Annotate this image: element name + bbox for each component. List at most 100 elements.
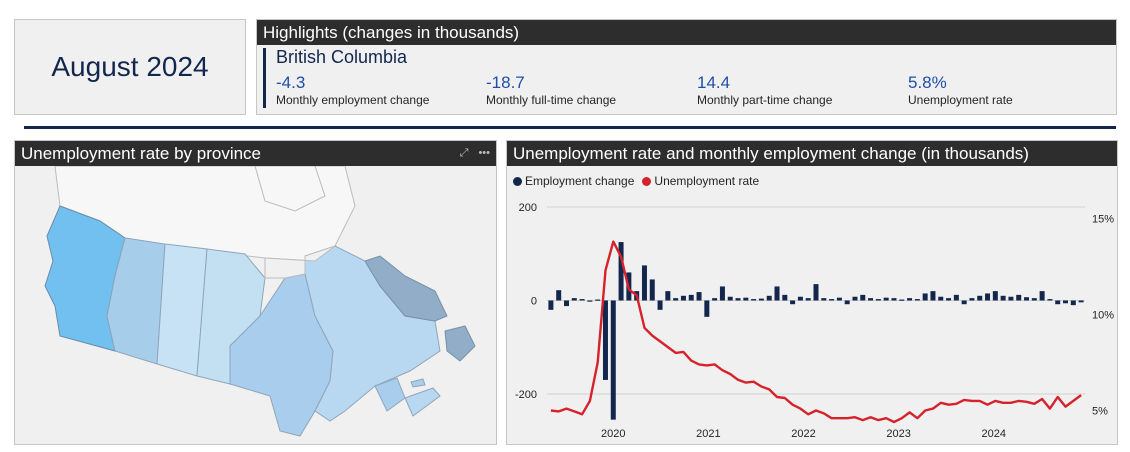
section-divider [24,126,1116,129]
x-tick-label: 2024 [982,428,1006,440]
metric-label: Monthly employment change [276,93,430,107]
focus-mode-icon[interactable]: ⤢ [459,147,469,159]
employment-bar [743,297,749,301]
map-province-nl[interactable] [364,255,448,322]
metric-value: 14.4 [697,73,731,92]
employment-bar [946,298,952,301]
employment-bar [875,299,881,301]
employment-bar [766,295,772,301]
legend-unemployment-rate[interactable]: Unemployment rate [642,174,759,188]
metric-value: 5.8% [908,73,947,92]
combo-chart[interactable]: 200 0 -200 15% 10% 5% 2020 2021 2022 2023 2024 [507,141,1118,445]
chart-axes: 200 0 -200 15% 10% 5% 2020 2021 2022 2023 2024 [515,202,1114,440]
date-card: August 2024 [14,19,246,115]
employment-bar [790,300,796,305]
metric-label: Unemployment rate [908,93,1013,107]
map-province-ns[interactable] [404,387,441,417]
employment-bar [595,299,601,301]
x-tick-label: 2021 [696,428,720,440]
legend-dot-icon [642,176,652,186]
employment-bar [852,296,858,301]
metric-full-time-change: -18.7 Monthly full-time change [486,73,617,108]
map-province-bc[interactable] [44,205,126,352]
employment-bar [844,300,850,305]
employment-bar [938,296,944,301]
employment-bar [899,299,905,301]
employment-bar [1047,299,1053,301]
employment-bar [961,300,967,305]
employment-bar [1000,295,1006,301]
employment-bar [891,298,897,301]
employment-bar [797,296,803,301]
employment-bar [1024,297,1030,301]
legend-employment-change[interactable]: Employment change [513,174,634,188]
x-tick-label: 2023 [886,428,910,440]
map-newfoundland-island[interactable] [444,325,476,362]
employment-bar [649,279,655,301]
province-map-panel: Unemployment rate by province ⤢ ••• [14,140,497,445]
canada-map[interactable] [15,165,497,445]
metric-unemployment-rate: 5.8% Unemployment rate [908,73,1013,108]
employment-bar [821,298,827,301]
employment-bar [813,284,819,301]
employment-bar [1039,291,1045,301]
metric-employment-change: -4.3 Monthly employment change [276,73,430,108]
unemployment-line [550,240,1082,424]
x-tick-label: 2022 [791,428,815,440]
more-options-icon[interactable]: ••• [478,147,490,159]
employment-bar [922,293,928,301]
employment-bar [883,297,889,301]
employment-bars [548,242,1084,420]
employment-bar [680,295,686,301]
employment-bar [704,300,710,317]
employment-bar [657,300,663,310]
metric-part-time-change: 14.4 Monthly part-time change [697,73,833,108]
employment-bar [751,299,757,301]
metric-value: -18.7 [486,73,525,92]
highlights-panel: Highlights (changes in thousands) Britis… [256,19,1117,115]
metric-value: -4.3 [276,73,306,92]
employment-bar [930,291,936,301]
map-title: Unemployment rate by province ⤢ ••• [15,141,496,166]
legend-label: Employment change [525,174,635,188]
employment-bar [719,286,725,301]
chart-legend[interactable]: Employment change Unemployment rate [513,174,759,188]
employment-bar [782,294,788,301]
y-right-tick-label: 5% [1092,405,1108,417]
employment-bar [907,298,913,301]
employment-bar [758,298,764,301]
y-right-tick-label: 15% [1092,214,1114,226]
employment-bar [985,293,991,301]
employment-bar [571,298,577,301]
map-title-text: Unemployment rate by province [21,144,262,163]
employment-bar [836,297,842,301]
employment-bar [735,298,741,301]
highlights-accent-bar [263,48,266,108]
y-left-tick-label: -200 [515,389,537,401]
employment-bar [696,292,702,301]
employment-bar [1031,298,1037,301]
map-arctic-islands [254,165,326,212]
highlights-title: Highlights (changes in thousands) [257,20,1116,45]
legend-dot-icon [513,176,522,186]
employment-bar [969,298,975,301]
employment-bar [556,290,562,301]
employment-bar [868,298,874,301]
metric-label: Monthly full-time change [486,93,617,107]
employment-bar [805,298,811,301]
employment-bar [602,300,608,380]
employment-bar [665,291,671,301]
employment-bar [1078,300,1084,303]
employment-bar [712,298,718,301]
employment-bar [579,299,585,301]
employment-bar [688,294,694,301]
metric-label: Monthly part-time change [697,93,833,107]
employment-chart-panel: Unemployment rate and monthly employment… [506,140,1118,445]
employment-bar [1055,300,1061,305]
employment-bar [977,295,983,301]
employment-bar [829,299,835,301]
y-left-tick-label: 200 [519,202,537,214]
x-tick-label: 2020 [601,428,625,440]
map-province-pe[interactable] [410,378,426,388]
region-name: British Columbia [276,47,408,67]
